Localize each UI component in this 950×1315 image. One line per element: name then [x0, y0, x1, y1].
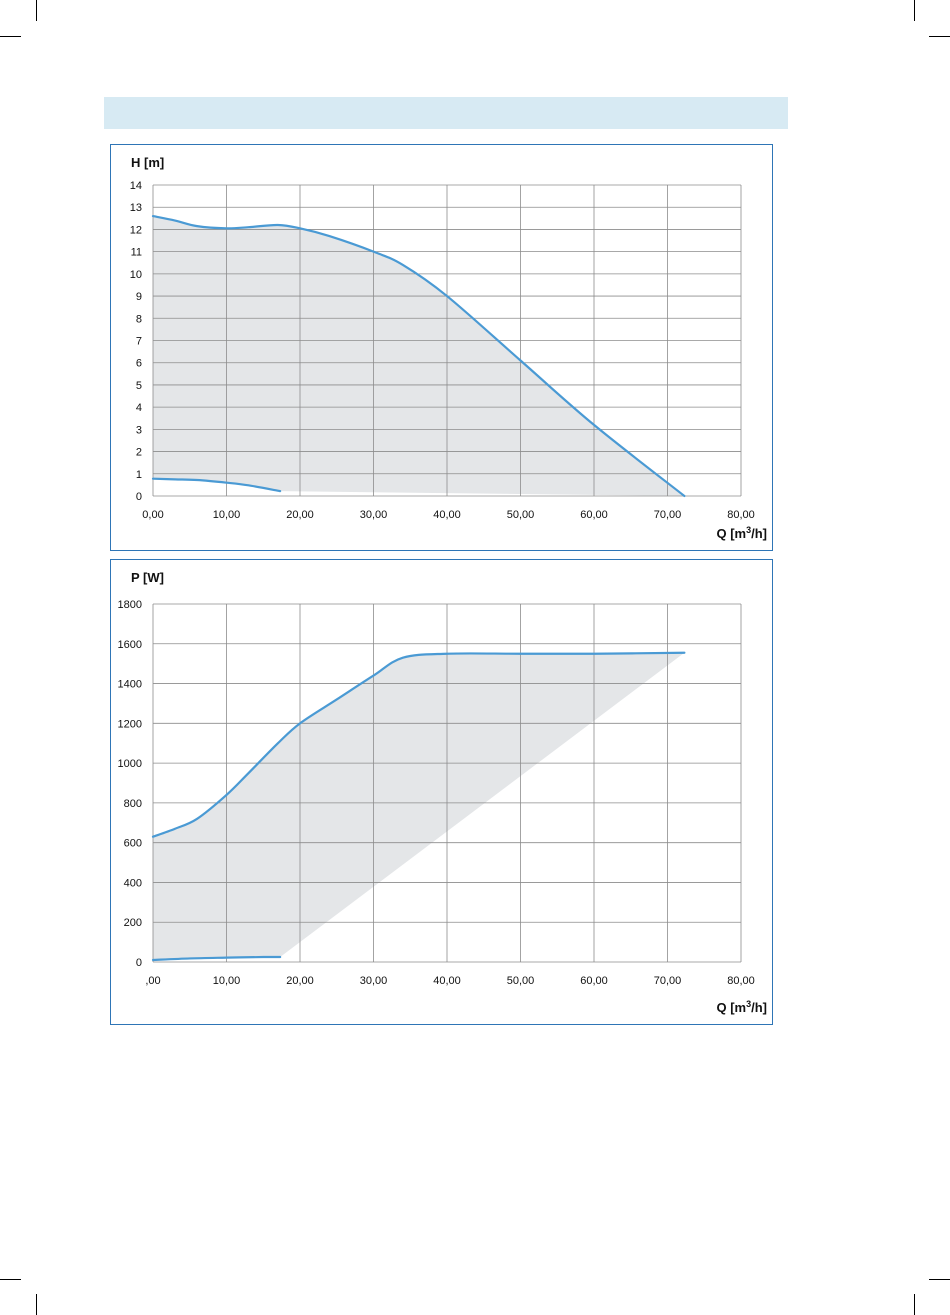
x-axis-title: Q [m3/h] — [716, 999, 767, 1015]
y-tick-label: 4 — [136, 402, 142, 414]
x-tick-label: 50,00 — [507, 509, 535, 521]
y-tick-label: 10 — [130, 269, 142, 281]
y-tick-label: 2 — [136, 447, 142, 459]
y-tick-label: 13 — [130, 202, 142, 214]
x-tick-label: 20,00 — [286, 975, 314, 987]
x-axis-title-superscript: 3 — [746, 525, 751, 535]
curve-max — [151, 215, 686, 498]
y-tick-label: 14 — [130, 180, 142, 192]
y-tick-label: 1 — [136, 469, 142, 481]
power-chart: ,00 10,00 20,00 30,00 40,00 50,00 60,00 70,00 80… — [118, 570, 767, 1015]
y-tick-label: 12 — [130, 224, 142, 236]
crop-mark — [914, 0, 915, 21]
x-tick-label: 0,00 — [142, 509, 163, 521]
y-tick-label: 1600 — [118, 639, 142, 651]
y-tick-label: 11 — [131, 247, 142, 259]
x-axis-title-unit: /h] — [751, 526, 767, 541]
operating-area — [153, 216, 685, 496]
y-tick-label: 1200 — [118, 718, 142, 730]
x-tick-label: 30,00 — [360, 975, 388, 987]
x-tick-label: 70,00 — [654, 509, 682, 521]
y-tick-label: 7 — [136, 336, 142, 348]
y-tick-label: 1000 — [118, 758, 142, 770]
curve-min — [151, 477, 282, 493]
operating-area — [153, 652, 685, 961]
crop-mark — [0, 1279, 21, 1280]
head-chart-panel: 0,00 10,00 20,00 30,00 40,00 50,00 60,00 70,00 8… — [110, 144, 773, 551]
y-tick-label: 0 — [136, 491, 142, 503]
head-chart: 0,00 10,00 20,00 30,00 40,00 50,00 60,00 70,00 8… — [130, 155, 767, 541]
y-axis-title: H [m] — [131, 155, 164, 170]
x-tick-label: 40,00 — [433, 509, 461, 521]
x-tick-label: 80,00 — [727, 975, 755, 987]
section-header-bar — [104, 97, 788, 129]
crop-mark — [36, 1294, 37, 1315]
x-tick-label: 80,00 — [727, 509, 755, 521]
y-tick-label: 200 — [124, 917, 142, 929]
x-tick-label: 10,00 — [213, 509, 241, 521]
curve-max — [151, 651, 686, 838]
crop-mark — [929, 1279, 950, 1280]
y-tick-label: 6 — [136, 358, 142, 370]
y-tick-label: 1400 — [118, 679, 142, 691]
x-axis-title-main: Q [m — [716, 526, 746, 541]
x-axis-title-main: Q [m — [716, 1000, 746, 1015]
y-tick-label: 1800 — [118, 599, 142, 611]
y-axis-title: P [W] — [131, 570, 164, 585]
x-tick-label: 50,00 — [507, 975, 535, 987]
x-tick-label: 30,00 — [360, 509, 388, 521]
y-tick-label: 800 — [124, 798, 142, 810]
x-axis-title-superscript: 3 — [746, 999, 751, 1009]
crop-mark — [929, 36, 950, 37]
x-tick-label: 40,00 — [433, 975, 461, 987]
crop-mark — [36, 0, 37, 21]
x-tick-label: ,00 — [145, 975, 160, 987]
x-tick-label: 10,00 — [213, 975, 241, 987]
curve-min — [151, 955, 282, 962]
x-axis-title: Q [m3/h] — [716, 525, 767, 541]
y-tick-label: 8 — [136, 313, 142, 325]
power-chart-panel: ,00 10,00 20,00 30,00 40,00 50,00 60,00 70,00 80… — [110, 559, 773, 1025]
y-tick-label: 0 — [136, 957, 142, 969]
x-tick-label: 70,00 — [654, 975, 682, 987]
x-tick-label: 60,00 — [580, 509, 608, 521]
y-tick-label: 9 — [136, 291, 142, 303]
y-tick-label: 600 — [124, 838, 142, 850]
x-tick-label: 60,00 — [580, 975, 608, 987]
x-tick-label: 20,00 — [286, 509, 314, 521]
y-tick-label: 5 — [136, 380, 142, 392]
y-tick-label: 3 — [136, 424, 142, 436]
crop-mark — [0, 36, 21, 37]
crop-mark — [914, 1294, 915, 1315]
y-tick-label: 400 — [124, 877, 142, 889]
x-axis-title-unit: /h] — [751, 1000, 767, 1015]
